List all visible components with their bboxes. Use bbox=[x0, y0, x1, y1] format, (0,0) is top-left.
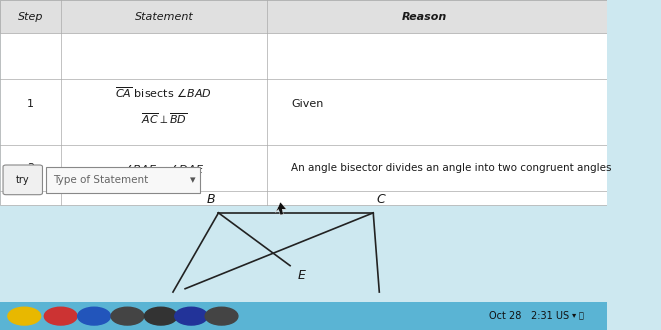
Bar bbox=[0, 0, 607, 33]
Circle shape bbox=[8, 307, 41, 325]
Circle shape bbox=[145, 307, 177, 325]
Text: 2: 2 bbox=[27, 163, 34, 173]
Text: Reason: Reason bbox=[402, 12, 447, 22]
Text: $\angle BAE \cong \angle DAE$: $\angle BAE \cong \angle DAE$ bbox=[124, 162, 204, 175]
Text: C: C bbox=[376, 193, 385, 206]
Text: B: B bbox=[207, 193, 215, 206]
Text: ▾: ▾ bbox=[190, 175, 196, 185]
Text: Step: Step bbox=[18, 12, 43, 22]
Polygon shape bbox=[276, 202, 286, 215]
Text: try: try bbox=[17, 175, 30, 185]
Text: $\overline{AC} \perp \overline{BD}$: $\overline{AC} \perp \overline{BD}$ bbox=[141, 112, 187, 126]
Text: Statement: Statement bbox=[134, 12, 193, 22]
Text: 1: 1 bbox=[27, 99, 34, 109]
Circle shape bbox=[78, 307, 110, 325]
Circle shape bbox=[44, 307, 77, 325]
Circle shape bbox=[111, 307, 144, 325]
Text: An angle bisector divides an angle into two congruent angles: An angle bisector divides an angle into … bbox=[292, 163, 612, 173]
Text: ▾ 🔒: ▾ 🔒 bbox=[572, 312, 584, 321]
Text: 2:31 US: 2:31 US bbox=[531, 311, 569, 321]
Circle shape bbox=[205, 307, 238, 325]
Bar bbox=[0, 302, 607, 330]
Text: Oct 28: Oct 28 bbox=[488, 311, 521, 321]
Text: Type of Statement: Type of Statement bbox=[54, 175, 149, 185]
Bar bbox=[46, 167, 200, 193]
Text: Given: Given bbox=[292, 99, 324, 109]
FancyBboxPatch shape bbox=[3, 165, 42, 195]
Text: $\overline{CA}$ bisects $\angle BAD$: $\overline{CA}$ bisects $\angle BAD$ bbox=[116, 85, 212, 100]
Circle shape bbox=[175, 307, 208, 325]
Text: E: E bbox=[297, 269, 305, 282]
Bar bbox=[0, 0, 607, 205]
